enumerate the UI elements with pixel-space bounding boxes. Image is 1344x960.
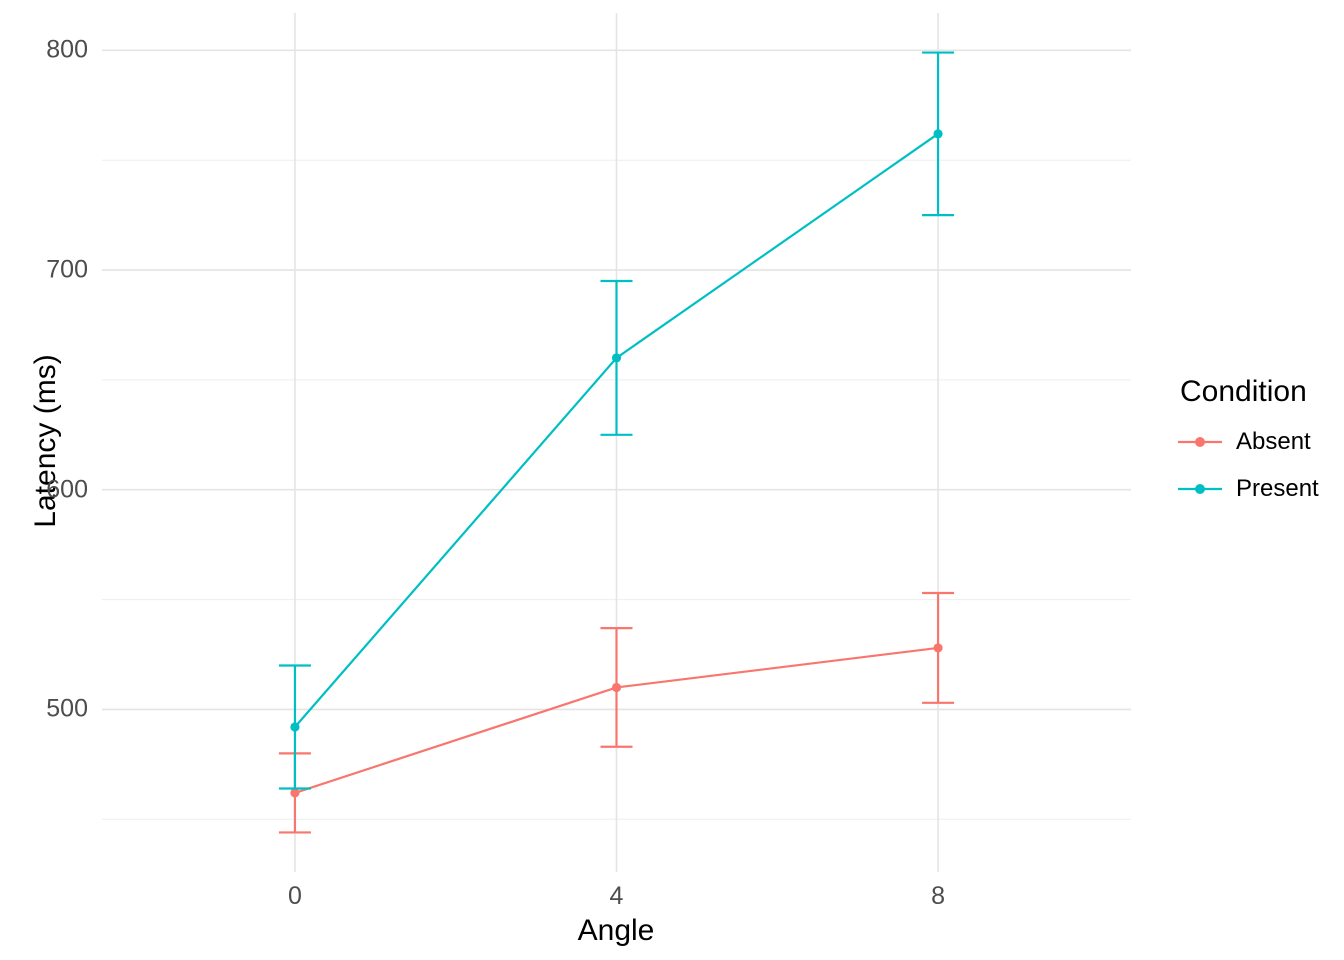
y-tick-label: 500 [46, 694, 88, 723]
data-point-present [933, 129, 943, 139]
data-point-present [611, 353, 622, 363]
legend-label: Absent [1236, 428, 1311, 455]
legend-entry-present: Present [1178, 477, 1319, 501]
data-point-absent [290, 788, 300, 798]
y-tick-label: 700 [46, 255, 88, 284]
legend-entry-absent: Absent [1178, 430, 1311, 454]
x-tick-label: 0 [287, 882, 302, 910]
legend-title: Condition [1180, 375, 1307, 408]
data-point-present [290, 722, 300, 732]
x-axis-title: Angle [577, 914, 655, 947]
legend-label: Present [1236, 475, 1319, 502]
legend-key-present [1178, 484, 1222, 494]
data-point-absent [933, 643, 943, 653]
x-tick-label: 8 [931, 882, 946, 910]
y-tick-label: 600 [46, 475, 88, 504]
y-tick-label: 800 [46, 35, 88, 64]
x-tick-label: 4 [609, 882, 624, 910]
legend-key-absent [1178, 437, 1222, 447]
data-point-absent [611, 682, 622, 693]
